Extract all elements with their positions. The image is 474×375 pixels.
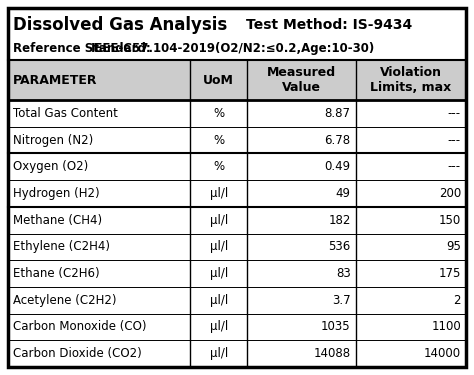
Text: %: % (213, 107, 224, 120)
Bar (8, 340, 466, 367)
Text: Acetylene (C2H2): Acetylene (C2H2) (13, 294, 117, 307)
Text: μl/l: μl/l (210, 294, 228, 307)
Bar (8, 100, 466, 127)
Text: 14088: 14088 (314, 347, 351, 360)
Text: Measured
Value: Measured Value (267, 66, 336, 94)
Bar (8, 260, 466, 287)
Text: μl/l: μl/l (210, 214, 228, 226)
Text: UoM: UoM (203, 74, 234, 87)
Text: 182: 182 (328, 214, 351, 226)
Bar (8, 234, 466, 260)
Text: 2: 2 (454, 294, 461, 307)
Text: 8.87: 8.87 (325, 107, 351, 120)
Text: Dissolved Gas Analysis: Dissolved Gas Analysis (13, 16, 227, 34)
Text: 95: 95 (446, 240, 461, 254)
Text: 150: 150 (439, 214, 461, 226)
Bar (8, 207, 466, 234)
Bar (8, 127, 466, 153)
Text: Test Method: IS-9434: Test Method: IS-9434 (246, 18, 412, 32)
Text: Total Gas Content: Total Gas Content (13, 107, 118, 120)
Text: 14000: 14000 (424, 347, 461, 360)
Text: ---: --- (448, 160, 461, 173)
Text: Violation
Limits, max: Violation Limits, max (370, 66, 451, 94)
Text: Methane (CH4): Methane (CH4) (13, 214, 102, 226)
Bar (8, 60, 466, 100)
Text: %: % (213, 160, 224, 173)
Bar (8, 314, 466, 340)
Text: ---: --- (448, 107, 461, 120)
Text: μl/l: μl/l (210, 187, 228, 200)
Text: Reference Standard:: Reference Standard: (13, 42, 151, 55)
Text: Ethylene (C2H4): Ethylene (C2H4) (13, 240, 110, 254)
Text: Hydrogen (H2): Hydrogen (H2) (13, 187, 100, 200)
Text: μl/l: μl/l (210, 321, 228, 333)
Text: Carbon Monoxide (CO): Carbon Monoxide (CO) (13, 321, 146, 333)
Text: Oxygen (O2): Oxygen (O2) (13, 160, 88, 173)
Bar (8, 287, 466, 314)
Text: Carbon Dioxide (CO2): Carbon Dioxide (CO2) (13, 347, 142, 360)
Text: 1035: 1035 (321, 321, 351, 333)
Text: Nitrogen (N2): Nitrogen (N2) (13, 134, 93, 147)
Text: IEEE-C57.104-2019(O2/N2:≤0.2,Age:10-30): IEEE-C57.104-2019(O2/N2:≤0.2,Age:10-30) (91, 42, 375, 55)
Text: μl/l: μl/l (210, 240, 228, 254)
Text: 6.78: 6.78 (325, 134, 351, 147)
Text: PARAMETER: PARAMETER (13, 74, 98, 87)
Text: 175: 175 (438, 267, 461, 280)
Text: Ethane (C2H6): Ethane (C2H6) (13, 267, 100, 280)
Text: μl/l: μl/l (210, 267, 228, 280)
Bar (8, 180, 466, 207)
Text: 200: 200 (439, 187, 461, 200)
Text: 536: 536 (328, 240, 351, 254)
Bar (8, 8, 466, 60)
Bar (8, 153, 466, 180)
Text: ---: --- (448, 134, 461, 147)
Text: 3.7: 3.7 (332, 294, 351, 307)
Text: 1100: 1100 (431, 321, 461, 333)
Text: 83: 83 (336, 267, 351, 280)
Text: %: % (213, 134, 224, 147)
Text: 0.49: 0.49 (325, 160, 351, 173)
Text: μl/l: μl/l (210, 347, 228, 360)
Text: 49: 49 (336, 187, 351, 200)
